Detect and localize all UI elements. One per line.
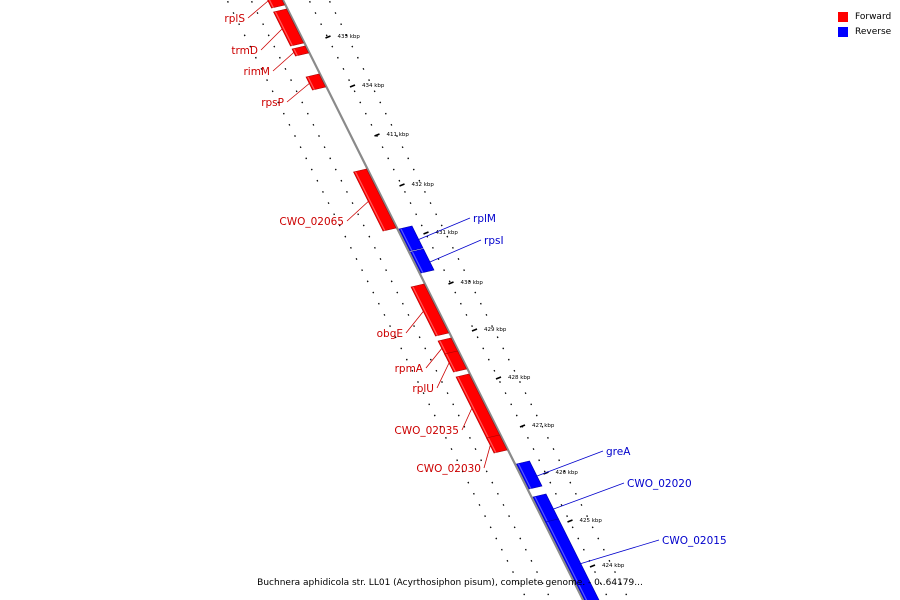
tick-label: 430 kbp xyxy=(461,280,484,286)
tick-mark xyxy=(567,519,573,523)
legend-label-reverse: Reverse xyxy=(855,26,892,37)
tick-mark xyxy=(423,231,429,235)
gene-shade xyxy=(487,437,497,454)
gene-block-rplu[interactable] xyxy=(444,350,467,373)
gene-label-cwo_02065[interactable]: CWO_02065 xyxy=(279,216,344,228)
gene-block-rimm[interactable] xyxy=(291,45,309,57)
gene-label-cwo_02015[interactable]: CWO_02015 xyxy=(662,535,727,547)
backbone-line xyxy=(281,0,585,600)
tick-mark xyxy=(374,133,380,137)
legend-swatch-reverse xyxy=(838,26,848,37)
gene-shade xyxy=(293,48,299,57)
leader-cwo_02020 xyxy=(552,482,625,510)
legend-item-forward: Forward xyxy=(838,9,891,24)
tick-mark xyxy=(495,376,502,380)
leader-rpls xyxy=(247,0,269,19)
gene-block-cwo_02030[interactable] xyxy=(486,434,508,454)
strand-legend: Forward Reverse xyxy=(838,9,891,39)
gene-shade xyxy=(411,251,424,274)
tick-mark xyxy=(471,328,478,332)
leader-rpsp xyxy=(286,83,310,103)
backbone-track xyxy=(281,0,585,600)
gene-label-grea[interactable]: greA xyxy=(606,446,631,458)
tick-label: 426 kbp xyxy=(556,470,579,476)
gene-shade xyxy=(268,0,275,9)
gene-label-rimm[interactable]: rimM xyxy=(243,66,270,78)
leader-cwo_02065 xyxy=(346,201,369,222)
genome-caption: Buchnera aphidicola str. LL01 (Acyrthosi… xyxy=(257,578,643,588)
gene-shade xyxy=(400,228,413,252)
legend-swatch-forward xyxy=(838,11,848,22)
leader-rpsi xyxy=(428,239,482,263)
gene-block-trmd[interactable] xyxy=(273,8,304,47)
gene-shade xyxy=(534,496,549,523)
gene-block-rplm[interactable] xyxy=(398,225,424,252)
gene-shade xyxy=(445,353,457,373)
gene-block-grea[interactable] xyxy=(516,460,543,490)
tick-label: 431 kbp xyxy=(436,230,459,236)
gene-track xyxy=(265,0,601,600)
dotted-track-2 xyxy=(308,0,610,600)
gene-label-cwo_02035[interactable]: CWO_02035 xyxy=(394,425,459,437)
dotted-track-0 xyxy=(226,0,528,600)
tick-label: 429 kbp xyxy=(484,327,507,333)
gene-label-cwo_02020[interactable]: CWO_02020 xyxy=(627,478,692,490)
tick-label: 435 kbp xyxy=(338,34,361,40)
gene-block-cwo_02035[interactable] xyxy=(455,373,501,441)
tick-mark xyxy=(325,35,331,39)
leader-cwo_02035 xyxy=(461,408,473,431)
gene-block-cwo_02065[interactable] xyxy=(353,168,397,232)
gene-label-rplm[interactable]: rplM xyxy=(473,213,496,225)
gene-shade xyxy=(274,11,294,47)
tick-mark xyxy=(519,424,526,428)
gene-label-rplu[interactable]: rplU xyxy=(412,383,434,395)
tick-label: 432 kbp xyxy=(412,182,435,188)
leader-rplu xyxy=(436,362,450,389)
leader-cwo_02030 xyxy=(483,445,491,469)
leader-grea xyxy=(535,450,604,477)
gene-label-cwo_02030[interactable]: CWO_02030 xyxy=(416,463,481,475)
gene-label-trmd[interactable]: trmD xyxy=(231,45,258,57)
gene-shade xyxy=(354,171,386,232)
leader-cwo_02015 xyxy=(579,539,660,565)
gene-block-rpsp[interactable] xyxy=(305,73,326,91)
leader-trmd xyxy=(260,28,283,51)
gene-label-rpsp[interactable]: rpsP xyxy=(261,97,284,109)
tick-label: 428 kbp xyxy=(508,375,531,381)
tick-mark xyxy=(349,84,356,88)
gene-shade xyxy=(457,376,491,441)
gene-block-obge[interactable] xyxy=(410,283,449,337)
gene-shade xyxy=(412,286,439,337)
dotted-track-3 xyxy=(328,0,630,600)
gene-block-rpls[interactable] xyxy=(265,0,285,9)
leader-obge xyxy=(405,311,424,334)
gene-block-rpsi[interactable] xyxy=(410,248,435,274)
tick-mark xyxy=(589,564,596,568)
gene-label-rpma[interactable]: rpmA xyxy=(395,363,424,375)
gene-label-rpsi[interactable]: rpsI xyxy=(484,235,504,247)
leader-rimm xyxy=(272,52,295,72)
tick-label: 427 kbp xyxy=(532,423,555,429)
tick-mark xyxy=(399,183,405,187)
tick-label: 424 kbp xyxy=(602,563,625,569)
legend-label-forward: Forward xyxy=(855,11,892,22)
tick-label: 425 kbp xyxy=(580,518,603,524)
leader-rpma xyxy=(425,348,443,369)
gene-shade xyxy=(517,463,532,490)
tick-label: 411 kbp xyxy=(387,132,410,138)
tick-mark xyxy=(448,281,454,285)
legend-item-reverse: Reverse xyxy=(838,24,891,39)
gene-block-cwo_02015[interactable] xyxy=(545,518,601,600)
gene-shade xyxy=(546,521,588,600)
dotted-track-1 xyxy=(250,0,552,600)
gene-label-rpls[interactable]: rplS xyxy=(224,13,245,25)
gene-shade xyxy=(307,76,316,91)
gene-label-track: rplS trmD rimM rpsP CWO_02065 rplM rpsI obgE rpm… xyxy=(224,0,727,565)
leader-rplm xyxy=(417,217,471,241)
tick-label: 434 kbp xyxy=(362,83,385,89)
gene-label-obge[interactable]: obgE xyxy=(377,328,403,340)
